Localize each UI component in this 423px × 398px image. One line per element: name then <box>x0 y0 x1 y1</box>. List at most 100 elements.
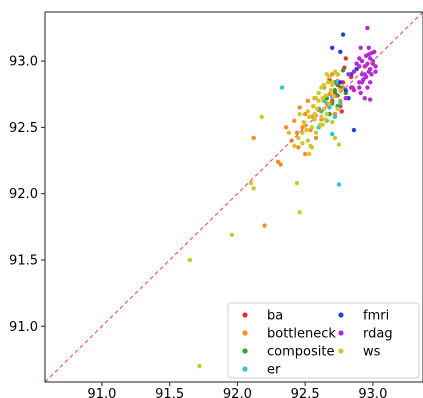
point-ws-29 <box>335 106 340 112</box>
point-rdag-1 <box>359 58 365 64</box>
point-bottleneck-0 <box>251 135 256 141</box>
point-ws-4 <box>251 186 256 191</box>
point-rdag-24 <box>346 72 351 77</box>
legend-box <box>227 302 420 379</box>
legend-label-bottleneck: bottleneck <box>267 327 336 342</box>
point-rdag-25 <box>348 85 354 90</box>
point-bottleneck-4 <box>283 125 289 130</box>
legend-label-composite: composite <box>267 345 334 360</box>
plot-frame <box>44 11 423 383</box>
point-rdag-22 <box>367 56 373 61</box>
point-rdag-35 <box>369 72 374 77</box>
point-rdag-13 <box>365 25 370 31</box>
point-ws-28 <box>332 69 338 74</box>
point-bottleneck-2 <box>275 159 281 165</box>
legend-marker-bottleneck <box>242 330 248 336</box>
point-ws-5 <box>259 114 264 119</box>
point-er-11 <box>330 131 335 137</box>
point-ws-18 <box>316 98 321 104</box>
point-rdag-12 <box>358 45 363 51</box>
point-rdag-10 <box>373 64 378 69</box>
point-ws-11 <box>305 138 311 143</box>
point-bottleneck-1 <box>262 223 267 228</box>
x-tick-label: 93.0 <box>358 387 387 398</box>
x-tick-label: 92.5 <box>291 387 320 398</box>
y-tick-label: 91.5 <box>9 253 38 268</box>
point-er-0 <box>279 85 285 90</box>
point-bottleneck-8 <box>297 105 302 110</box>
x-tick-label: 91.5 <box>155 387 184 398</box>
point-ws-54 <box>304 127 309 133</box>
point-ws-39 <box>309 145 315 150</box>
point-ws-42 <box>297 210 302 215</box>
point-rdag-27 <box>373 69 378 74</box>
axes-layer: 91.0 91.5 92.0 92.5 93.0 91.0 91.5 92.0 92.5 93.0 <box>9 11 423 398</box>
y-tick-label: 92.0 <box>9 187 38 202</box>
legend-label-er: er <box>267 363 281 378</box>
point-ws-47 <box>330 80 335 85</box>
point-ws-31 <box>336 142 342 147</box>
legend-marker-er <box>242 366 248 372</box>
point-rdag-0 <box>357 64 362 69</box>
legend-marker-rdag <box>338 330 344 336</box>
legend-label-rdag: rdag <box>363 327 393 342</box>
point-ws-17 <box>313 130 319 135</box>
point-ws-16 <box>312 111 317 117</box>
point-ba-2 <box>343 56 348 61</box>
point-rdag-26 <box>357 56 362 61</box>
point-er-8 <box>336 182 342 187</box>
point-fmri-2 <box>340 32 346 37</box>
point-bottleneck-11 <box>305 98 311 104</box>
point-ws-37 <box>305 109 311 114</box>
point-ws-23 <box>324 111 330 117</box>
point-rdag-37 <box>366 52 372 57</box>
point-ws-34 <box>327 74 332 80</box>
point-rdag-33 <box>351 69 357 74</box>
point-ws-3 <box>248 180 254 186</box>
point-er-6 <box>332 114 338 119</box>
point-ws-12 <box>306 151 312 157</box>
point-ws-56 <box>306 114 312 119</box>
legend-label-ba: ba <box>267 309 283 324</box>
point-fmri-1 <box>338 49 343 54</box>
point-ws-6 <box>286 130 292 135</box>
point-rdag-29 <box>343 96 348 101</box>
point-ws-32 <box>332 135 338 141</box>
point-ws-40 <box>297 111 302 117</box>
y-tick-label: 91.0 <box>9 320 38 335</box>
point-fmri-7 <box>338 80 343 85</box>
y-tick-label: 92.5 <box>9 121 38 136</box>
point-ws-48 <box>335 72 340 77</box>
point-ws-0 <box>187 257 193 263</box>
point-rdag-16 <box>351 88 357 93</box>
point-bottleneck-9 <box>300 125 305 130</box>
x-tick-label: 92.0 <box>223 387 252 398</box>
point-bottleneck-26 <box>296 145 301 150</box>
point-fmri-0 <box>330 45 335 51</box>
point-rdag-4 <box>365 61 370 66</box>
point-ws-44 <box>316 90 321 96</box>
point-bottleneck-20 <box>330 72 335 77</box>
legend-label-fmri: fmri <box>363 309 389 324</box>
point-ws-55 <box>301 119 306 125</box>
legend-marker-fmri <box>338 312 344 318</box>
point-ws-49 <box>317 122 323 127</box>
point-ws-2 <box>229 232 235 237</box>
point-ws-57 <box>323 117 328 122</box>
point-rdag-17 <box>354 61 359 66</box>
point-ws-27 <box>331 93 336 98</box>
point-ws-19 <box>319 114 324 119</box>
point-er-9 <box>338 101 343 106</box>
point-rdag-36 <box>358 90 363 96</box>
point-ws-35 <box>319 85 324 90</box>
point-rdag-18 <box>362 96 367 101</box>
point-rdag-30 <box>359 80 365 85</box>
legend-marker-ws <box>338 348 344 354</box>
point-rdag-5 <box>366 45 372 51</box>
point-bottleneck-19 <box>327 92 332 97</box>
point-ws-24 <box>325 80 331 85</box>
point-ws-53 <box>328 88 334 93</box>
point-bottleneck-10 <box>302 111 308 117</box>
point-ba-9 <box>339 109 344 114</box>
point-fmri-6 <box>354 66 359 72</box>
